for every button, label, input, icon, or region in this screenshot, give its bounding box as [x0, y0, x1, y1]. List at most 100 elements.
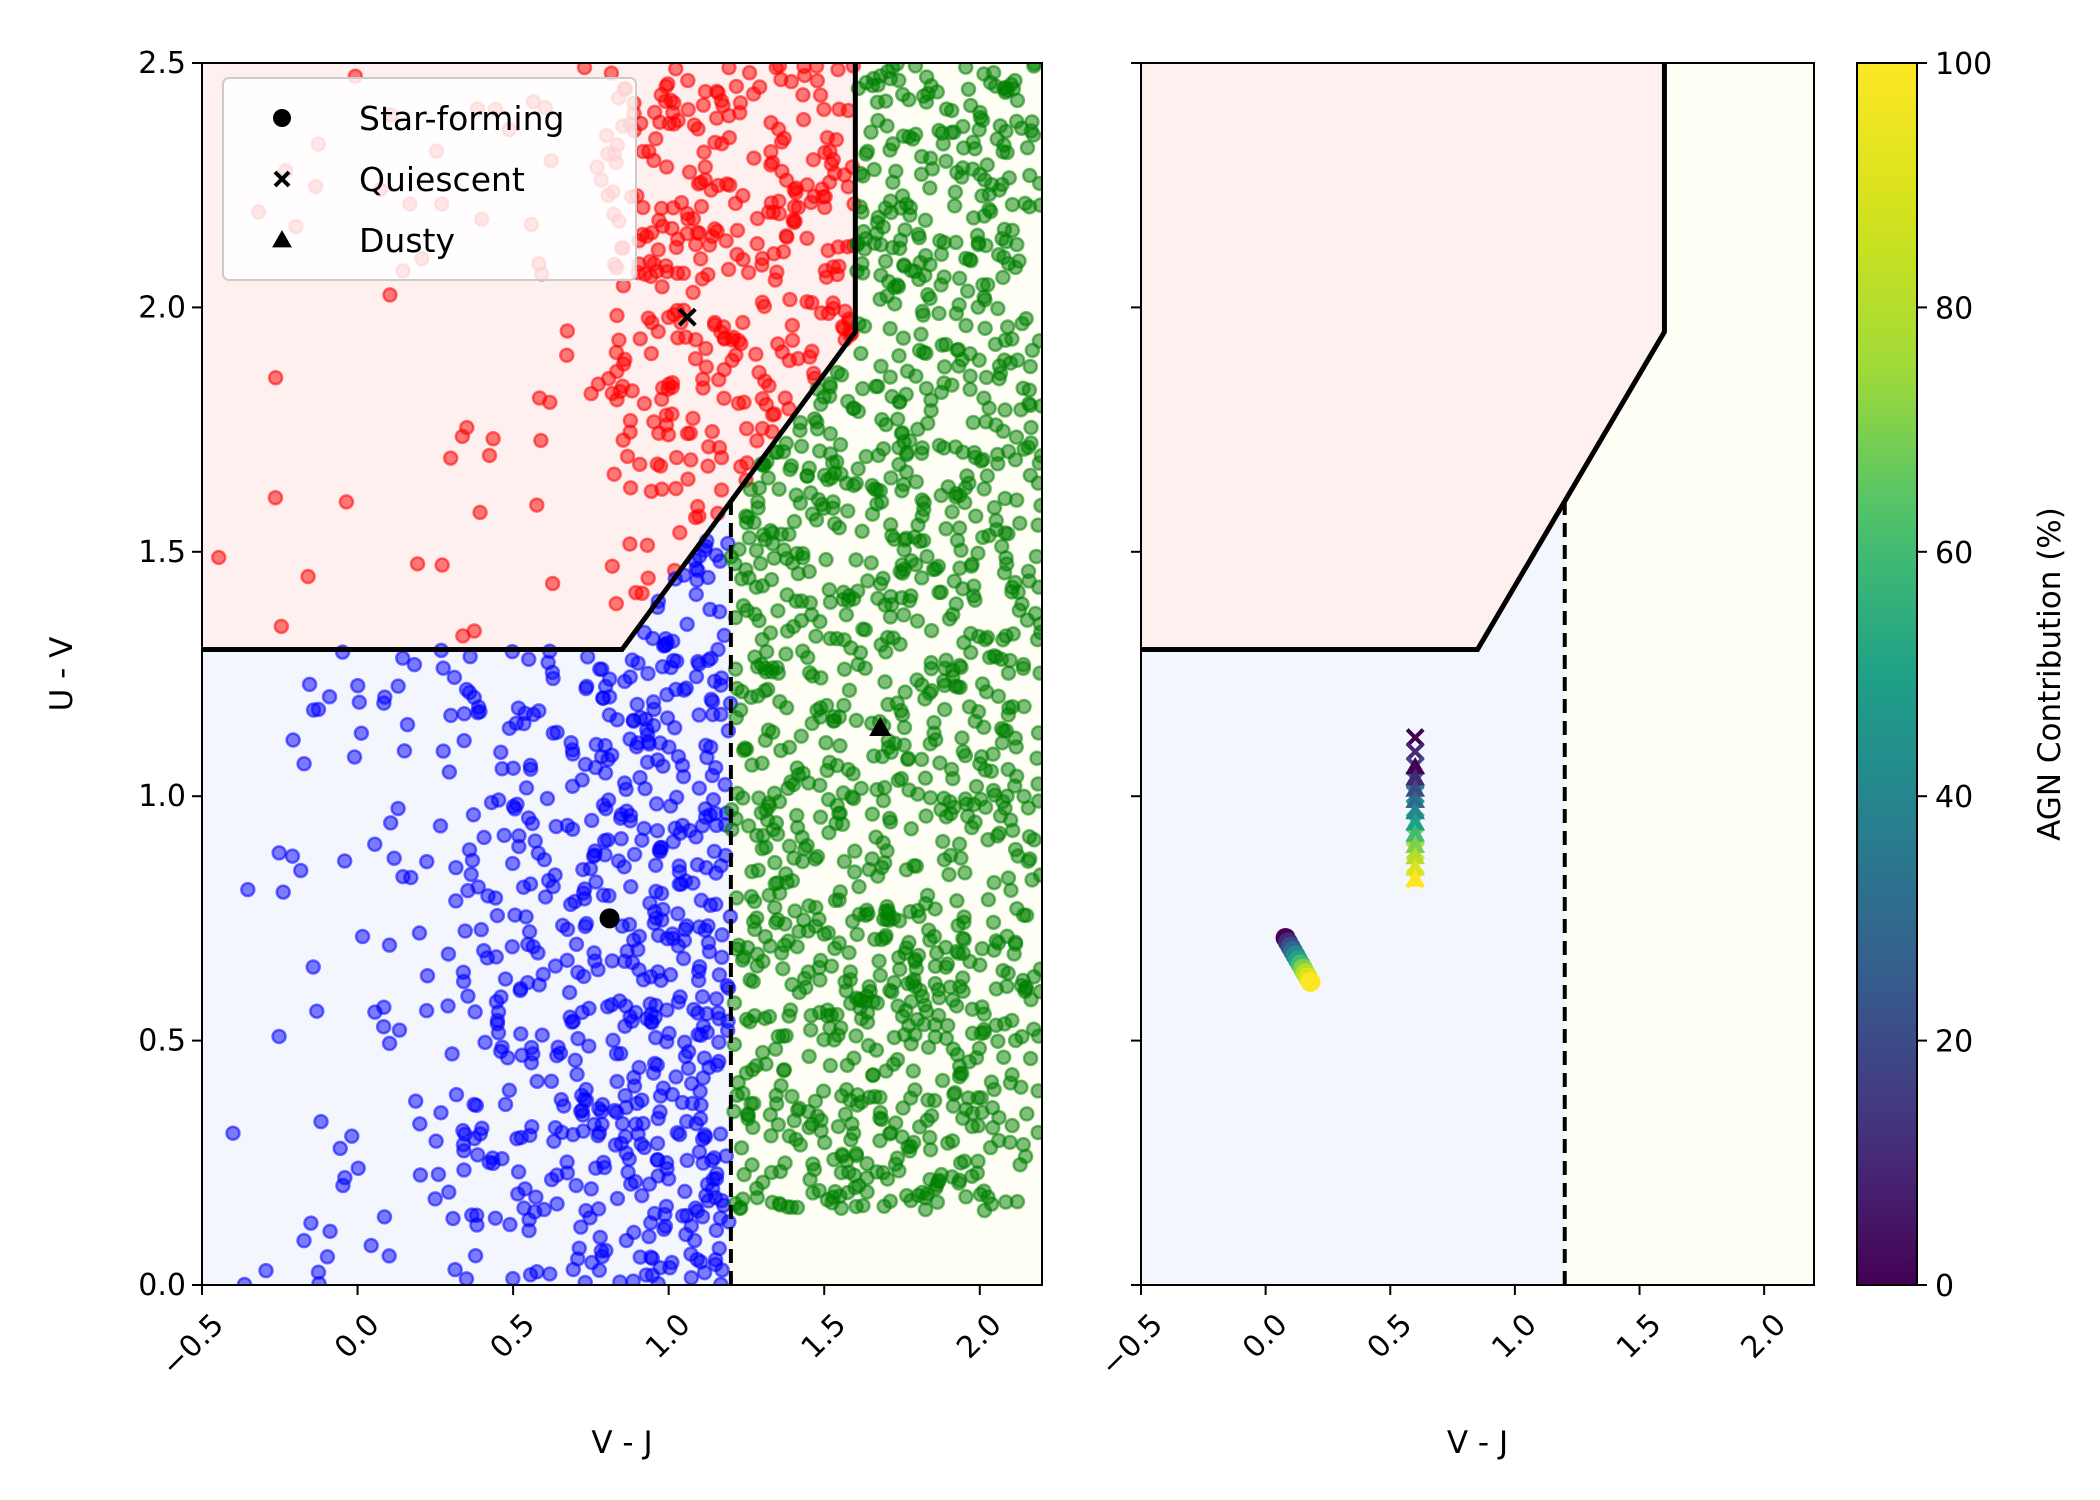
- data-point: [919, 548, 935, 565]
- data-point: [808, 63, 825, 74]
- data-point: [700, 438, 717, 455]
- data-point: [381, 937, 398, 953]
- data-point: [691, 225, 708, 242]
- data-point: [641, 736, 657, 752]
- data-point: [456, 732, 472, 749]
- data-point: [758, 396, 775, 413]
- data-point: [654, 659, 671, 675]
- data-point: [653, 391, 670, 408]
- data-point: [812, 952, 829, 969]
- data-point: [678, 1226, 694, 1243]
- data-point: [507, 907, 523, 923]
- data-point: [806, 1161, 823, 1178]
- data-point: [976, 481, 992, 497]
- data-point: [779, 229, 795, 245]
- data-point: [997, 402, 1013, 418]
- data-point: [752, 555, 769, 572]
- data-point: [934, 337, 950, 353]
- data-point: [951, 1175, 967, 1191]
- data-point: [767, 854, 783, 871]
- data-point: [544, 575, 561, 592]
- data-point: [972, 109, 989, 126]
- data-point: [559, 921, 576, 938]
- data-point: [693, 198, 710, 215]
- data-point: [915, 532, 932, 549]
- data-point: [885, 174, 901, 190]
- data-point: [979, 157, 995, 173]
- data-point: [706, 843, 723, 860]
- data-point: [692, 1110, 709, 1127]
- data-point: [753, 805, 770, 821]
- data-point: [679, 616, 695, 632]
- data-point: [881, 810, 898, 827]
- data-point: [672, 524, 688, 541]
- data-point: [418, 1002, 435, 1019]
- agn-track-point: [1405, 869, 1426, 887]
- data-point: [838, 607, 855, 623]
- y-tick-label: 2.5: [138, 46, 186, 81]
- data-point: [536, 851, 553, 868]
- data-point: [624, 1013, 640, 1030]
- data-point: [612, 810, 629, 826]
- data-point: [731, 105, 748, 121]
- data-point: [769, 264, 785, 280]
- data-point: [634, 832, 650, 848]
- data-point: [688, 586, 704, 603]
- data-point: [850, 461, 866, 477]
- data-point: [1013, 1079, 1029, 1095]
- data-point: [893, 425, 910, 442]
- data-point: [691, 707, 707, 723]
- data-point: [955, 140, 972, 156]
- data-point: [677, 921, 694, 938]
- data-point: [825, 151, 841, 168]
- data-point: [985, 1120, 1001, 1136]
- data-point: [830, 239, 847, 255]
- data-point: [1020, 853, 1036, 870]
- data-point: [293, 862, 309, 879]
- data-point: [1030, 1124, 1042, 1141]
- data-point: [990, 246, 1007, 263]
- data-point: [720, 261, 737, 278]
- data-point: [763, 1127, 779, 1144]
- data-point: [828, 131, 845, 148]
- data-point: [459, 419, 475, 436]
- data-point: [793, 438, 810, 455]
- data-point: [949, 342, 966, 358]
- data-point: [867, 1088, 883, 1105]
- legend-label: Dusty: [359, 221, 455, 260]
- data-point: [985, 914, 1002, 931]
- data-point: [1021, 829, 1038, 845]
- data-point: [887, 1156, 904, 1172]
- data-point: [984, 1099, 1001, 1116]
- data-point: [687, 351, 704, 367]
- data-point: [664, 1254, 680, 1271]
- data-point: [841, 682, 858, 699]
- data-point: [955, 930, 971, 947]
- data-point: [1018, 311, 1034, 327]
- data-point: [412, 1167, 429, 1183]
- data-point: [609, 307, 625, 324]
- data-point: [812, 777, 828, 793]
- data-point: [825, 713, 842, 729]
- data-point: [618, 1232, 635, 1249]
- data-point: [749, 236, 765, 252]
- data-point: [1019, 1106, 1035, 1122]
- data-point: [669, 265, 686, 282]
- data-point: [354, 928, 371, 945]
- data-point: [496, 827, 512, 844]
- data-point: [848, 712, 865, 729]
- data-point: [789, 1199, 806, 1216]
- data-point: [604, 997, 620, 1013]
- data-point: [880, 739, 897, 756]
- data-point: [851, 878, 867, 895]
- data-point: [1028, 548, 1042, 565]
- data-point: [858, 448, 874, 465]
- data-point: [829, 1006, 845, 1023]
- data-point: [591, 1125, 608, 1141]
- data-point: [974, 676, 991, 692]
- data-point: [659, 1161, 675, 1177]
- data-point: [575, 1123, 591, 1139]
- data-point: [559, 323, 576, 339]
- data-point: [911, 271, 927, 288]
- data-point: [801, 1048, 817, 1065]
